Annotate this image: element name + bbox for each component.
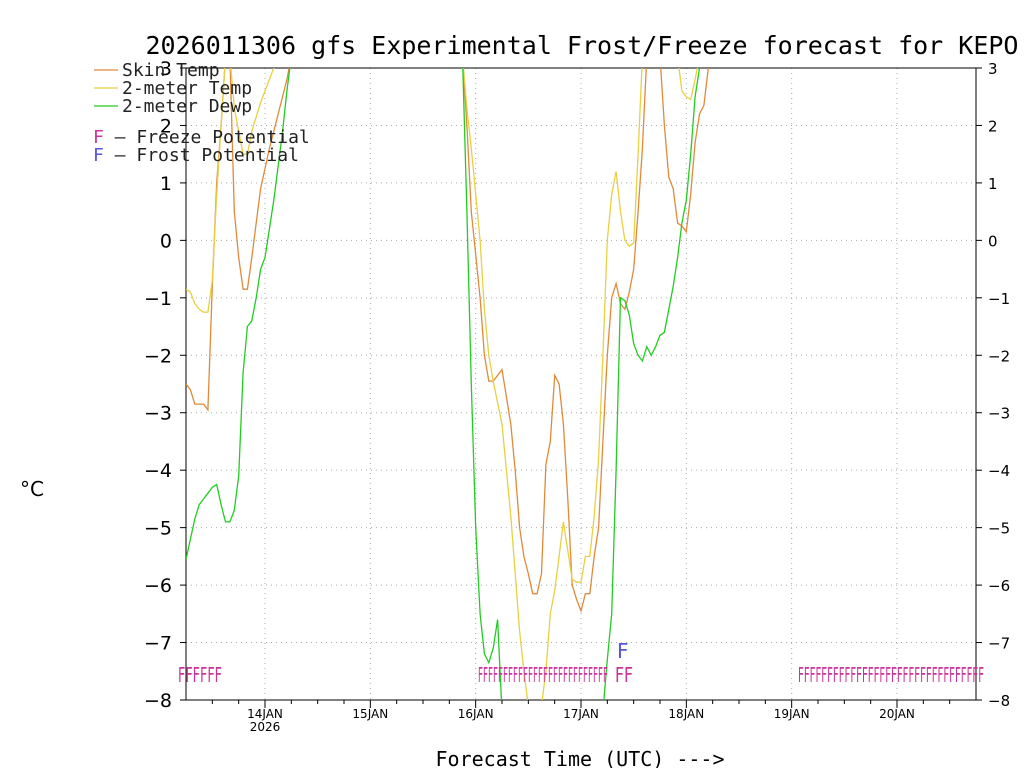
y-tick-label-left: 1: [160, 173, 172, 195]
y-tick-label-left: −5: [144, 518, 172, 540]
freeze-potential-marks: FFFFFFFFFFFFFFFFFFFFFFFFFFFFFFFF: [798, 663, 984, 687]
x-tick-label: 18JAN: [668, 707, 704, 721]
y-axis-label: °C: [20, 477, 44, 501]
x-tick-label: 19JAN: [774, 707, 810, 721]
frost-potential-mark: F: [617, 639, 629, 663]
y-tick-label-left: −7: [144, 633, 172, 655]
series-line-2-meter-temp: [186, 68, 698, 700]
freeze-potential-marks: FFFFFFFFFFFFFFFFFFFFFFFFFF: [478, 663, 608, 687]
legend-label: 2-meter Dewp: [122, 96, 252, 117]
x-tick-label: 15JAN: [352, 707, 388, 721]
y-tick-label-left: 0: [160, 230, 172, 252]
x-tick-sublabel: 2026: [250, 720, 281, 734]
y-axis-right: 3 2 1 0 −1 −2 −3 −4 −5 −6 −7 −8: [976, 60, 1010, 710]
y-tick-label-right: 1: [988, 175, 998, 193]
series-lines: [186, 68, 709, 700]
y-axis-left: 3 2 1 0 −1 −2 −3 −4 −5 −6 −7 −8: [144, 58, 186, 712]
grid-lines: [186, 68, 976, 700]
y-tick-label-right: −1: [988, 290, 1010, 308]
y-tick-label-right: −8: [988, 692, 1010, 710]
x-tick-label: 14JAN: [247, 707, 283, 721]
y-tick-label-right: −2: [988, 347, 1010, 365]
y-tick-label-left: −8: [144, 690, 172, 712]
x-tick-label: 20JAN: [879, 707, 915, 721]
potential-marks: FFFFFF FFFFFFFFFFFFFFFFFFFFFFFFFF FF FFFFFF…: [178, 639, 984, 687]
series-line-skin-temp: [186, 68, 709, 614]
y-tick-label-left: 3: [160, 58, 172, 80]
y-tick-label-right: −4: [988, 462, 1010, 480]
y-tick-label-right: −5: [988, 520, 1010, 538]
y-tick-label-right: 2: [988, 117, 998, 135]
y-tick-label-right: −7: [988, 635, 1010, 653]
potential-legend-label: F – Frost Potential: [93, 145, 299, 166]
freeze-potential-marks: FF: [615, 663, 633, 687]
x-axis-label: Forecast Time (UTC) --->: [436, 747, 725, 768]
y-tick-label-right: −3: [988, 405, 1010, 423]
legend-label: Skin Temp: [122, 60, 220, 81]
series-line-2-meter-dewp: [186, 68, 701, 700]
y-tick-label-right: −6: [988, 577, 1010, 595]
x-tick-label: 16JAN: [458, 707, 494, 721]
y-tick-label-right: 0: [988, 232, 998, 250]
y-tick-label-left: 2: [160, 115, 172, 137]
y-tick-label-right: 3: [988, 60, 998, 78]
freeze-potential-marks: FFFFFF: [178, 663, 222, 687]
x-tick-label: 17JAN: [563, 707, 599, 721]
y-tick-label-left: −1: [144, 288, 172, 310]
y-tick-label-left: −2: [144, 345, 172, 367]
y-tick-label-left: −6: [144, 575, 172, 597]
potential-legend-label: F – Freeze Potential: [93, 127, 310, 148]
chart-title: 2026011306 gfs Experimental Frost/Freeze…: [146, 31, 1019, 60]
y-tick-label-left: −4: [144, 460, 172, 482]
y-tick-label-left: −3: [144, 403, 172, 425]
legend-label: 2-meter Temp: [122, 78, 252, 99]
